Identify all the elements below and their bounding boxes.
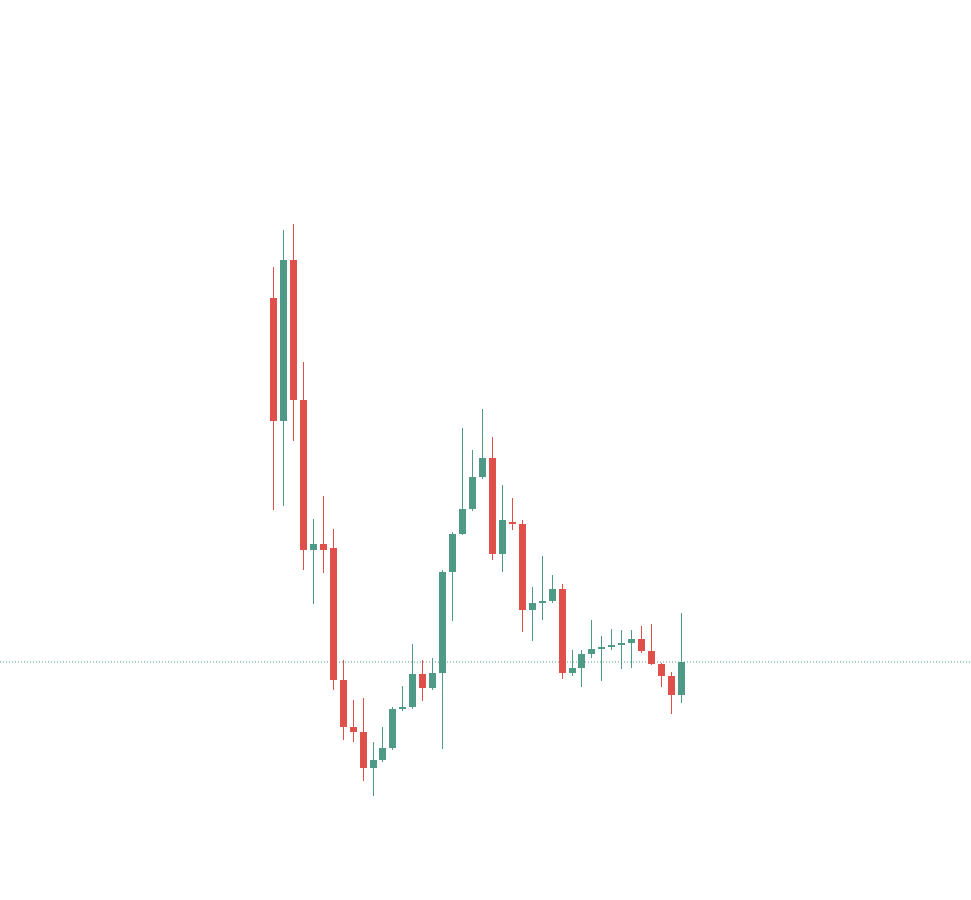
candle-body	[539, 601, 546, 603]
candle-body	[578, 654, 585, 668]
candle-body	[529, 603, 536, 610]
candle-body	[310, 544, 317, 550]
candle-body	[280, 260, 287, 421]
candle-body	[559, 589, 566, 673]
candle-body	[648, 651, 655, 664]
candle-body	[399, 707, 406, 709]
candle-body	[489, 458, 496, 554]
candle-body	[360, 732, 367, 768]
candle-body	[519, 524, 526, 610]
candle-body	[479, 458, 486, 477]
candle-body	[300, 400, 307, 550]
candle-body	[320, 544, 327, 550]
candle-body	[569, 668, 576, 673]
candle-body	[658, 664, 665, 676]
candle-body	[419, 674, 426, 688]
candle-body	[509, 522, 516, 524]
candle-body	[628, 639, 635, 643]
candle-body	[499, 520, 506, 554]
candle-body	[379, 748, 386, 760]
candle-body	[350, 727, 357, 732]
candle-body	[469, 477, 476, 509]
candle-body	[678, 662, 685, 695]
candle-body	[409, 674, 416, 707]
candle-body	[549, 589, 556, 601]
candle-body	[429, 673, 436, 688]
candle-body	[598, 647, 605, 649]
candle-body	[370, 760, 377, 768]
candle-body	[270, 298, 277, 421]
candle-body	[389, 709, 396, 748]
candle-body	[459, 509, 466, 534]
candle-body	[330, 548, 337, 680]
candle-body	[608, 645, 615, 647]
candle-body	[439, 572, 446, 673]
candle-body	[638, 639, 645, 651]
candle-body	[618, 643, 625, 645]
candle-body	[340, 680, 347, 727]
candle-body	[449, 534, 456, 572]
candle-body	[588, 649, 595, 654]
candle-body	[668, 676, 675, 695]
candle-body	[290, 260, 297, 400]
